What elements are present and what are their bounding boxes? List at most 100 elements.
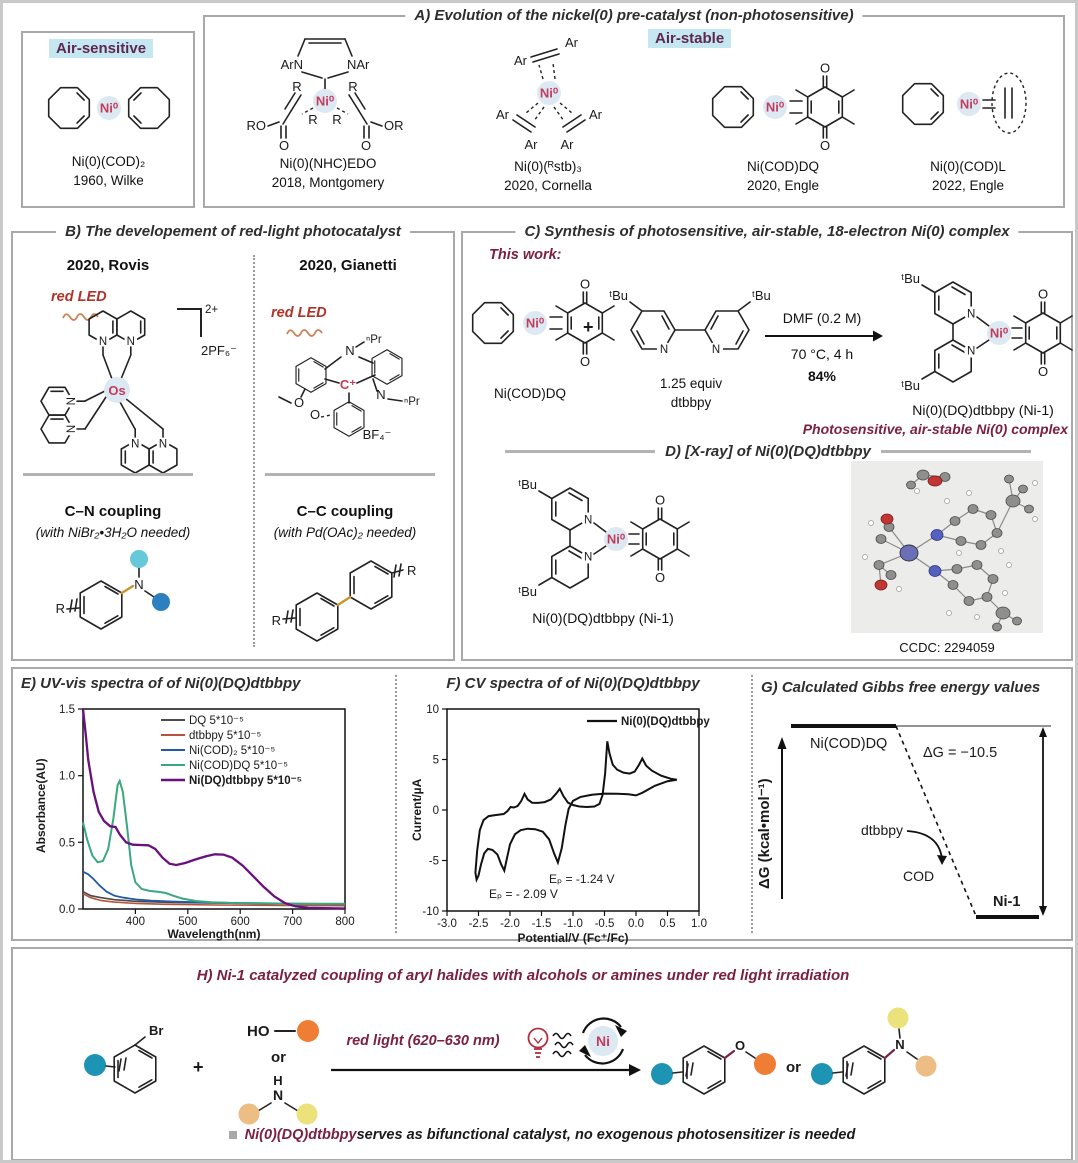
- rule-left: [505, 450, 656, 453]
- divider-e-f: [395, 675, 397, 933]
- gibbs-energy-diagram: ΔG (kcal•mol⁻¹) Ni(COD)DQ Ni-1 ΔG = −10.…: [756, 724, 1051, 919]
- caption-product: Ni(0)(DQ)dtbbpy (Ni-1): [912, 402, 1054, 418]
- structure-ni1-d: [508, 465, 693, 605]
- uv-series-nidqdtbbpy: [81, 708, 346, 910]
- structure-gianetti-cation: N ⁿPr C⁺ N ⁿPr O O BF₄⁻: [278, 334, 420, 442]
- blue-dot: [152, 593, 170, 611]
- structure-cn-product: R N: [56, 550, 170, 630]
- tbu-label: ᵗBu: [609, 288, 628, 303]
- yield-value: 84%: [807, 368, 837, 384]
- uv-yticks: 0.0 0.5 1.0 1.5: [59, 704, 83, 916]
- ni-label: Ni: [596, 1033, 610, 1049]
- npr-label: ⁿPr: [366, 334, 382, 346]
- cv-legend-entry: Ni(0)(DQ)dtbbpy: [621, 716, 710, 728]
- caption-dtbbpy: 1.25 equiv dtbbpy: [659, 376, 723, 410]
- xtick: 800: [335, 916, 354, 928]
- oxygen-label: O: [279, 138, 289, 153]
- structure-aryl-bromide: Br: [84, 1023, 163, 1094]
- condition-solvent: DMF (0.2 M): [782, 310, 862, 326]
- n-label: N: [895, 1037, 904, 1052]
- uv-legend: DQ 5*10⁻⁵ dtbbpy 5*10⁻⁵ Ni(COD)₂ 5*10⁻⁵ …: [161, 715, 302, 787]
- bottom-level-label: Ni-1: [993, 894, 1020, 910]
- panel-b-title: B) The developement of red-light photoca…: [56, 223, 410, 240]
- rovis-year: 2020, Rovis: [66, 257, 150, 274]
- amine-fragment: H N: [238, 1073, 318, 1125]
- xtick: -1.0: [563, 918, 583, 930]
- top-level-label: Ni(COD)DQ: [810, 736, 887, 752]
- panel-c-title: C) Synthesis of photosensitive, air-stab…: [515, 223, 1019, 240]
- structure-dtbbpy: N N ᵗBu ᵗBu: [609, 288, 771, 356]
- uv-series-dtbbpy: [82, 892, 346, 907]
- cv-chart: -3.0 -2.5 -2.0 -1.5 -1.0 -0.5 0.0 0.5 1.…: [410, 704, 710, 945]
- alcohol-fragment: HO: [247, 1020, 319, 1042]
- r-label: R: [348, 79, 357, 94]
- xtick: -0.5: [595, 918, 615, 930]
- nitrogen-label: N: [345, 343, 354, 358]
- uv-ylabel: Absorbance(AU): [34, 758, 48, 853]
- xray-ortep-image: [851, 461, 1043, 633]
- ro-label: RO: [247, 118, 267, 133]
- xtick: -2.5: [469, 918, 489, 930]
- panel-g-title: G) Calculated Gibbs free energy values: [761, 679, 1041, 696]
- orange-dot: [297, 1020, 319, 1042]
- nitrogen-label: N: [376, 387, 385, 402]
- dtbbpy-label: dtbbpy: [861, 822, 903, 838]
- ar-label: Ar: [496, 107, 510, 122]
- gianetti-red-led-label: red LED: [271, 305, 327, 321]
- tan-dot: [238, 1103, 260, 1125]
- legend-entry: Ni(COD)₂ 5*10⁻⁵: [189, 745, 275, 757]
- structure-ni-cod-dq-c: [463, 267, 619, 379]
- red-light-conditions: red light (620–630 nm): [346, 1033, 500, 1049]
- uv-xticks: 400 500 600 700 800: [126, 909, 355, 928]
- legend-entry: Ni(COD)DQ 5*10⁻⁵: [189, 760, 288, 772]
- or-label: OR: [384, 118, 404, 133]
- charge-label: 2+: [205, 304, 218, 316]
- r-label: R: [308, 112, 317, 127]
- orange-dot: [754, 1053, 776, 1075]
- xtick: 0.5: [660, 918, 676, 930]
- ccdc-caption: CCDC: 2294059: [899, 640, 995, 655]
- xtick: 700: [283, 916, 302, 928]
- ytick: -5: [429, 856, 439, 868]
- panel-f-title: F) CV spectra of of Ni(0)(DQ)dtbbpy: [446, 675, 700, 692]
- rovis-red-led-label: red LED: [51, 289, 107, 305]
- structure-nhc-edo: ArN NAr R R R R O O RO OR: [247, 38, 404, 153]
- panel-h-title: H) Ni-1 catalyzed coupling of aryl halid…: [196, 967, 850, 984]
- ar-label: Ar: [525, 137, 539, 152]
- panel-d-heading: D) [X-ray] of Ni(0)(DQ)dtbbpy: [468, 443, 1068, 460]
- br-label: Br: [149, 1023, 163, 1038]
- rule-right: [880, 450, 1031, 453]
- o-label: O: [735, 1038, 745, 1053]
- cv-xlabel: Potential/V (Fc⁺/Fc): [517, 931, 628, 945]
- r-label: R: [272, 613, 281, 628]
- legend-entry: DQ 5*10⁻⁵: [189, 715, 244, 727]
- air-stable-badge: Air-stable: [648, 29, 732, 48]
- ep1-annotation: Eₚ = -1.24 V: [549, 872, 615, 886]
- divider-f-g: [751, 675, 753, 933]
- r-label: R: [56, 601, 65, 616]
- caption-ni-cod-dq: Ni(COD)DQ 2020, Engle: [746, 159, 820, 193]
- note-text: serves as bifunctional catalyst, no exog…: [356, 1127, 856, 1143]
- reaction-arrow-h: [331, 1064, 641, 1076]
- cod-label: COD: [903, 868, 934, 884]
- gianetti-year: 2020, Gianetti: [299, 257, 397, 274]
- caption-nhc-edo: Ni(0)(NHC)EDO 2018, Montgomery: [271, 156, 385, 190]
- structure-rstb3: Ar Ar Ar Ar Ar Ar: [496, 35, 603, 152]
- light-rays-icon: [552, 1032, 574, 1058]
- ar-label: Ar: [589, 107, 603, 122]
- panel-e-title: E) UV-vis spectra of of Ni(0)(DQ)dtbbpy: [21, 675, 301, 692]
- red-led-squiggle-icon: [62, 313, 99, 321]
- nar-label: NAr: [347, 57, 370, 72]
- structure-ni1-c: [891, 259, 1076, 399]
- cv-trace: [474, 741, 678, 884]
- product-aryl-ether: O: [651, 1038, 776, 1095]
- n-label: N: [273, 1087, 283, 1103]
- nitrogen-label: N: [660, 344, 668, 356]
- pf6-label: 2PF₆⁻: [201, 343, 237, 358]
- uv-series-nicoddq: [82, 778, 345, 905]
- caption-reactant: Ni(COD)DQ: [494, 386, 566, 401]
- ar-label: Ar: [514, 53, 528, 68]
- ytick: 0: [433, 805, 439, 817]
- nitrogen-label: N: [712, 344, 720, 356]
